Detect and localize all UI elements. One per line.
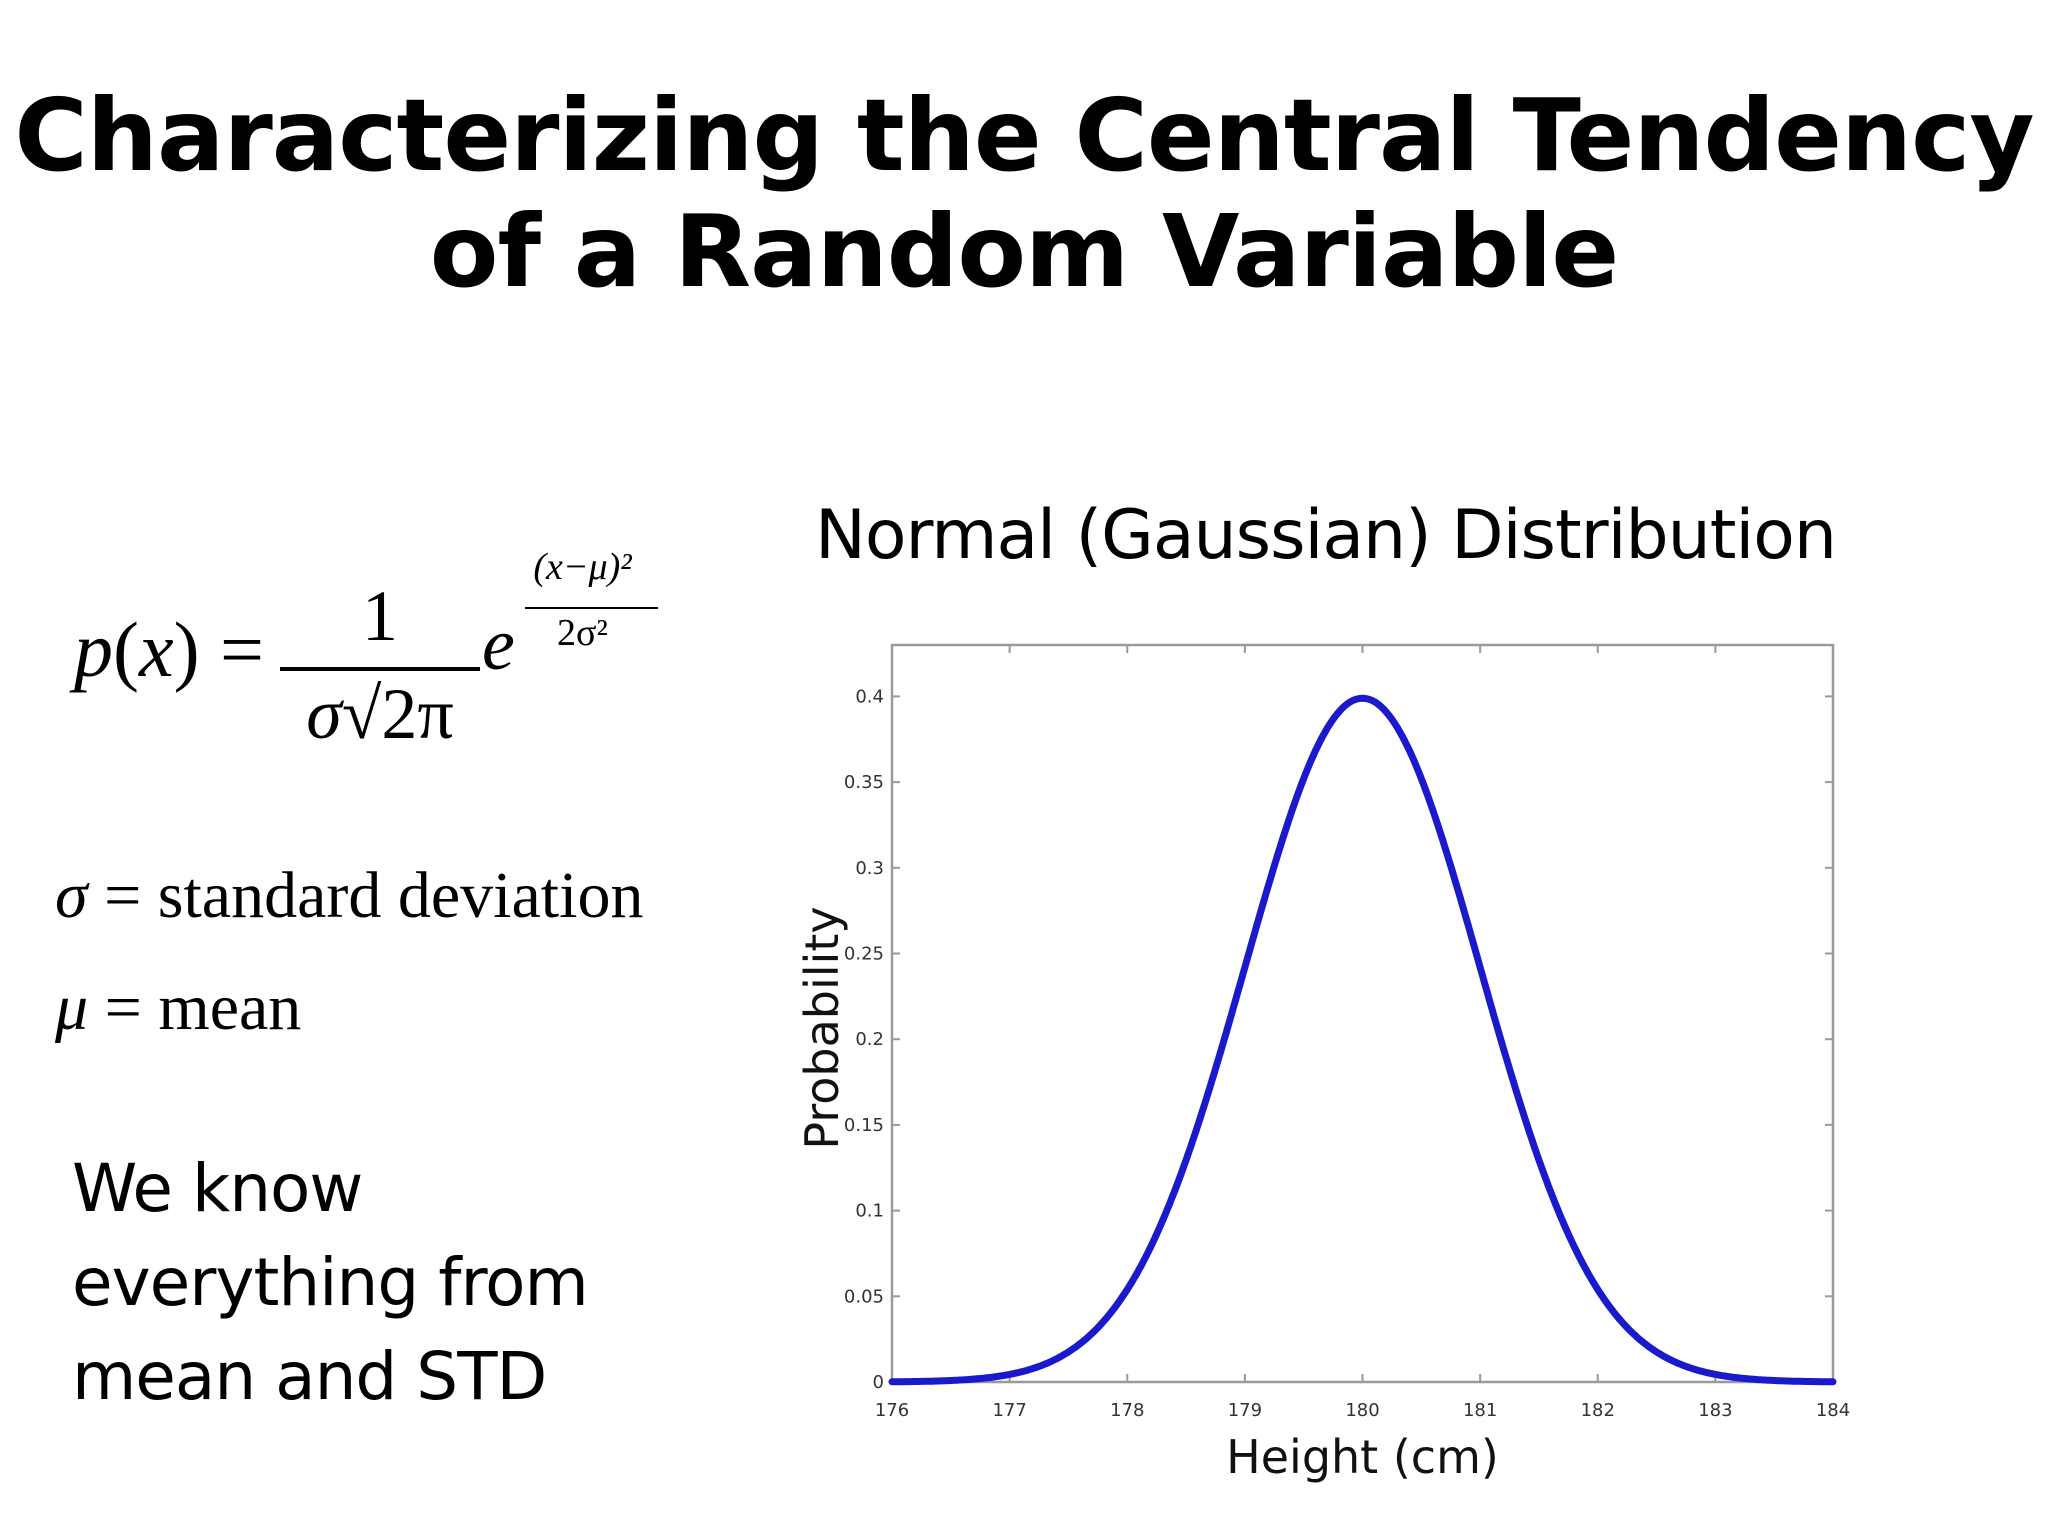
y-tick-label: 0 (873, 1372, 884, 1393)
mu-symbol: μ (55, 971, 89, 1044)
formula-variable: x (138, 606, 174, 693)
y-tick-label: 0.05 (844, 1286, 884, 1307)
formula-fraction-bar (280, 667, 480, 671)
x-tick-label: 183 (1698, 1400, 1732, 1421)
x-axis-label: Height (cm) (1226, 1430, 1499, 1484)
y-tick-label: 0.1 (855, 1201, 884, 1222)
y-tick-label: 0.3 (855, 858, 884, 879)
formula-exponent-bar (525, 607, 658, 609)
formula-sqrt-2pi: √2π (341, 674, 454, 754)
y-tick-label: 0.2 (855, 1029, 884, 1050)
x-tick-label: 178 (1110, 1400, 1144, 1421)
formula-function-name: p (74, 606, 113, 693)
slide-title-line-1: Characterizing the Central Tendency (14, 77, 2034, 194)
formula-numerator: 1 (362, 576, 398, 656)
formula-exp-base: e (482, 604, 515, 686)
sigma-symbol: σ (55, 859, 88, 932)
x-tick-label: 182 (1581, 1400, 1615, 1421)
x-tick-label: 177 (992, 1400, 1026, 1421)
x-tick-label: 181 (1463, 1400, 1497, 1421)
formula-exponent-numerator: (x−μ)² (533, 546, 632, 588)
formula-equals: = (220, 606, 264, 693)
formula-lhs: p(x) (74, 605, 200, 695)
x-tick-label: 176 (875, 1400, 909, 1421)
slide-title: Characterizing the Central Tendency of a… (0, 78, 2048, 310)
plot-area-frame (890, 643, 1835, 1384)
summary-note-line-2: everything from (72, 1244, 589, 1321)
x-tick-label: 180 (1345, 1400, 1379, 1421)
formula-sigma: σ (306, 674, 342, 754)
gaussian-formula: p(x) = 1 σ√2π e (x−μ)² 2σ² (70, 545, 690, 775)
sigma-text: = standard deviation (104, 859, 644, 932)
summary-note: We know everything from mean and STD (72, 1142, 589, 1424)
summary-note-line-1: We know (72, 1150, 363, 1227)
formula-exponent-denominator: 2σ² (557, 612, 608, 654)
slide-title-line-2: of a Random Variable (429, 193, 1619, 310)
formula-denominator: σ√2π (280, 673, 480, 756)
gaussian-curve (888, 694, 1837, 1386)
x-tick-label: 179 (1228, 1400, 1262, 1421)
y-tick-label: 0.15 (844, 1115, 884, 1136)
chart-title: Normal (Gaussian) Distribution (815, 496, 1837, 575)
y-tick-label: 0.35 (844, 772, 884, 793)
x-tick-label: 184 (1816, 1400, 1850, 1421)
formula-close-paren: ) (173, 606, 200, 693)
sigma-definition: σ = standard deviation (55, 858, 643, 934)
y-tick-label: 0.25 (844, 944, 884, 965)
formula-open-paren: ( (113, 606, 139, 693)
mu-text: = mean (104, 971, 302, 1044)
mu-definition: μ = mean (55, 970, 301, 1046)
y-axis-label: Probability (795, 906, 849, 1149)
y-tick-label: 0.4 (855, 686, 884, 707)
summary-note-line-3: mean and STD (72, 1338, 547, 1415)
